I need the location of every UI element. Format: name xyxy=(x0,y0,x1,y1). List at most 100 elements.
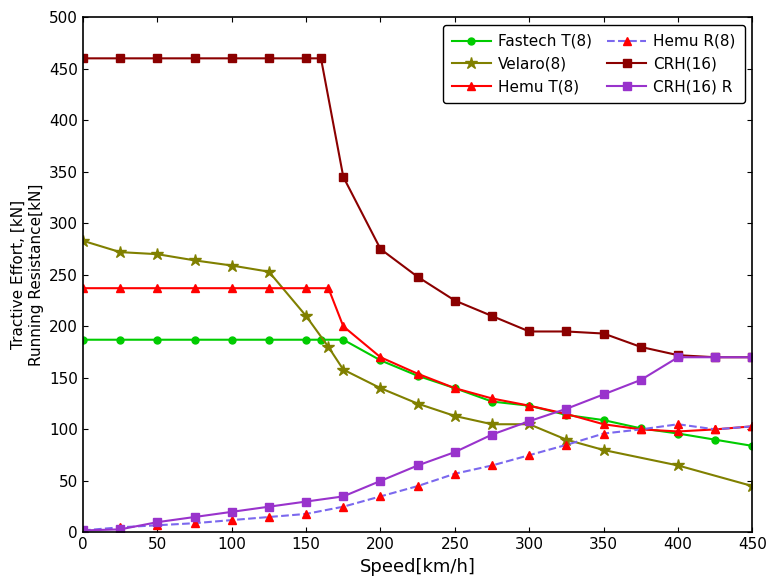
CRH(16) xyxy=(376,245,385,252)
Velaro(8) xyxy=(79,237,88,244)
X-axis label: Speed[km/h]: Speed[km/h] xyxy=(359,558,475,576)
Hemu R(8) xyxy=(599,430,608,437)
Legend: Fastech T(8), Velaro(8), Hemu T(8), Hemu R(8), CRH(16), CRH(16) R: Fastech T(8), Velaro(8), Hemu T(8), Hemu… xyxy=(443,25,745,103)
Hemu T(8) xyxy=(301,285,310,292)
CRH(16) xyxy=(524,328,534,335)
Hemu R(8) xyxy=(79,527,88,534)
Hemu T(8) xyxy=(487,395,496,402)
Hemu R(8) xyxy=(227,517,237,524)
CRH(16) xyxy=(301,55,310,62)
CRH(16) xyxy=(636,343,646,350)
Fastech T(8) xyxy=(338,336,348,343)
Fastech T(8) xyxy=(152,336,162,343)
Hemu T(8) xyxy=(79,285,88,292)
Fastech T(8) xyxy=(748,443,757,450)
Hemu R(8) xyxy=(450,470,460,477)
Hemu R(8) xyxy=(748,423,757,430)
Fastech T(8) xyxy=(413,372,422,379)
Line: CRH(16): CRH(16) xyxy=(79,54,757,362)
Hemu R(8) xyxy=(301,511,310,518)
Velaro(8) xyxy=(301,312,310,319)
CRH(16) xyxy=(710,354,720,361)
Fastech T(8) xyxy=(524,402,534,409)
CRH(16) R xyxy=(301,498,310,505)
Velaro(8) xyxy=(265,268,274,275)
Hemu R(8) xyxy=(674,421,683,428)
Fastech T(8) xyxy=(115,336,124,343)
Fastech T(8) xyxy=(190,336,199,343)
Hemu T(8) xyxy=(636,426,646,433)
Hemu R(8) xyxy=(524,451,534,458)
Velaro(8) xyxy=(338,366,348,373)
Hemu R(8) xyxy=(338,503,348,510)
CRH(16) xyxy=(265,55,274,62)
Hemu R(8) xyxy=(376,493,385,500)
Fastech T(8) xyxy=(674,430,683,437)
CRH(16) R xyxy=(227,508,237,515)
CRH(16) R xyxy=(748,354,757,361)
Hemu R(8) xyxy=(265,514,274,521)
Fastech T(8) xyxy=(710,436,720,443)
Fastech T(8) xyxy=(599,417,608,424)
CRH(16) R xyxy=(413,462,422,469)
Line: Hemu R(8): Hemu R(8) xyxy=(79,420,757,535)
Velaro(8) xyxy=(562,436,571,443)
Hemu T(8) xyxy=(674,428,683,435)
Fastech T(8) xyxy=(450,384,460,392)
Line: Fastech T(8): Fastech T(8) xyxy=(79,336,756,450)
Hemu T(8) xyxy=(265,285,274,292)
CRH(16) xyxy=(227,55,237,62)
Velaro(8) xyxy=(524,421,534,428)
Hemu T(8) xyxy=(524,402,534,409)
CRH(16) R xyxy=(636,376,646,383)
Fastech T(8) xyxy=(301,336,310,343)
CRH(16) xyxy=(79,55,88,62)
Hemu R(8) xyxy=(636,426,646,433)
Hemu T(8) xyxy=(413,370,422,377)
CRH(16) R xyxy=(79,527,88,534)
CRH(16) R xyxy=(152,519,162,526)
Line: Hemu T(8): Hemu T(8) xyxy=(79,284,757,436)
Fastech T(8) xyxy=(487,398,496,405)
Velaro(8) xyxy=(190,257,199,264)
Fastech T(8) xyxy=(376,357,385,364)
Hemu R(8) xyxy=(190,519,199,527)
CRH(16) xyxy=(599,330,608,337)
CRH(16) R xyxy=(599,391,608,398)
CRH(16) xyxy=(413,274,422,281)
Hemu R(8) xyxy=(562,441,571,448)
CRH(16) xyxy=(450,297,460,304)
Fastech T(8) xyxy=(227,336,237,343)
Line: Velaro(8): Velaro(8) xyxy=(77,235,759,492)
Velaro(8) xyxy=(115,248,124,255)
Hemu R(8) xyxy=(710,426,720,433)
Hemu T(8) xyxy=(450,384,460,392)
Velaro(8) xyxy=(748,483,757,490)
CRH(16) xyxy=(562,328,571,335)
Fastech T(8) xyxy=(317,336,326,343)
Hemu R(8) xyxy=(115,524,124,531)
Hemu R(8) xyxy=(152,522,162,529)
Hemu T(8) xyxy=(748,423,757,430)
Velaro(8) xyxy=(152,251,162,258)
CRH(16) R xyxy=(710,354,720,361)
Hemu T(8) xyxy=(190,285,199,292)
CRH(16) xyxy=(115,55,124,62)
Hemu T(8) xyxy=(227,285,237,292)
CRH(16) xyxy=(317,55,326,62)
CRH(16) R xyxy=(190,514,199,521)
Fastech T(8) xyxy=(636,425,646,432)
CRH(16) R xyxy=(524,417,534,424)
Hemu R(8) xyxy=(487,462,496,469)
Hemu T(8) xyxy=(599,421,608,428)
CRH(16) xyxy=(190,55,199,62)
CRH(16) R xyxy=(562,405,571,412)
Y-axis label: Tractive Effort, [kN]
Running Resistance[kN]: Tractive Effort, [kN] Running Resistance… xyxy=(11,184,44,366)
Velaro(8) xyxy=(674,462,683,469)
Hemu T(8) xyxy=(324,285,333,292)
Hemu T(8) xyxy=(562,410,571,417)
CRH(16) R xyxy=(450,448,460,456)
CRH(16) xyxy=(487,312,496,319)
Hemu T(8) xyxy=(376,354,385,361)
Velaro(8) xyxy=(324,343,333,350)
